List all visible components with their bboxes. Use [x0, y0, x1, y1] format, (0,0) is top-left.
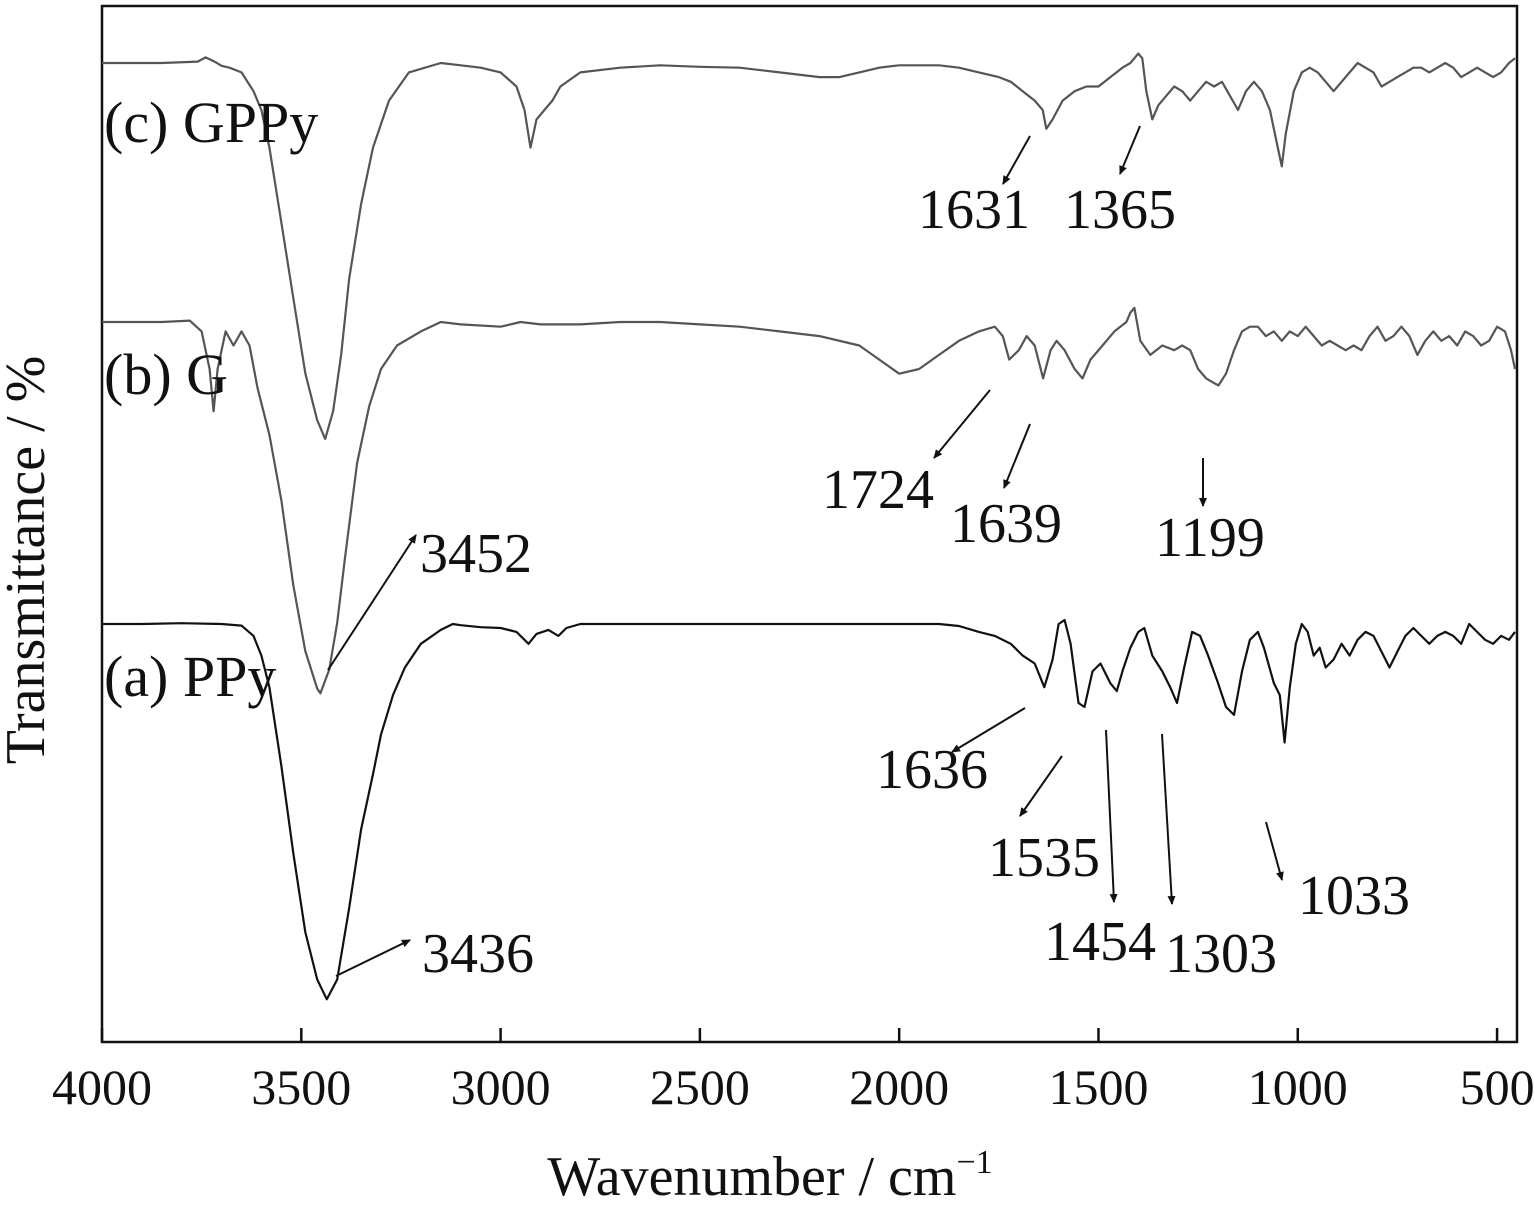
x-tick-label: 2500	[650, 1059, 750, 1115]
spectrum-line-g	[102, 306, 1517, 695]
plot-frame	[100, 4, 1519, 1044]
peak-label-1365: 1365	[1064, 179, 1176, 241]
y-axis-title: Transmittance / %	[0, 356, 57, 765]
peak-arrow-1365	[1119, 125, 1141, 175]
peak-label-1636: 1636	[876, 739, 988, 801]
peak-label-1639: 1639	[950, 493, 1062, 555]
peak-label-1303: 1303	[1165, 923, 1277, 985]
x-tick-label: 3500	[251, 1059, 351, 1115]
x-axis-title: Wavenumber / cm−1	[547, 1144, 992, 1208]
series-label-ppy: (a) PPy	[104, 644, 276, 709]
peak-label-1033: 1033	[1298, 865, 1410, 927]
x-tick-label: 3000	[451, 1059, 551, 1115]
peak-label-1199: 1199	[1155, 507, 1265, 569]
series-label-gppy: (c) GPPy	[104, 90, 318, 155]
peak-arrow-1454	[1105, 729, 1118, 903]
x-tick-label: 1500	[1048, 1059, 1148, 1115]
peak-arrow-1535	[1019, 755, 1063, 817]
peak-label-1724: 1724	[822, 459, 934, 521]
peak-label-1454: 1454	[1044, 911, 1156, 973]
peak-arrow-3452	[327, 534, 417, 671]
x-axis-ticks: 4000 3500 3000 2500 2000 1500 1000 500	[52, 1028, 1534, 1115]
x-tick-label: 4000	[52, 1059, 152, 1115]
peak-arrow-1639	[1003, 423, 1031, 489]
peak-arrow-1033	[1265, 821, 1284, 881]
peak-label-1631: 1631	[918, 179, 1030, 241]
peak-arrow-1724	[933, 389, 991, 459]
spectrum-line-gppy	[102, 52, 1516, 441]
peak-label-1535: 1535	[988, 827, 1100, 889]
spectrum-line-ppy	[102, 618, 1516, 1001]
peak-arrow-1303	[1161, 733, 1176, 905]
spectra-group	[102, 52, 1517, 1001]
peak-label-3436: 3436	[422, 923, 534, 985]
plot-border	[100, 4, 1519, 1044]
series-label-g: (b) G	[104, 342, 228, 407]
series-labels: (a) PPy (b) G (c) GPPy	[104, 90, 318, 709]
peak-arrow-1631	[1002, 135, 1031, 185]
peak-label-3452: 3452	[420, 523, 532, 585]
x-tick-label: 500	[1460, 1059, 1534, 1115]
peak-arrow-1636	[951, 707, 1026, 753]
x-tick-label: 2000	[849, 1059, 949, 1115]
x-axis-unit-superscript: −1	[956, 1144, 992, 1181]
x-tick-label: 1000	[1248, 1059, 1348, 1115]
peak-arrow-3436	[335, 939, 411, 977]
